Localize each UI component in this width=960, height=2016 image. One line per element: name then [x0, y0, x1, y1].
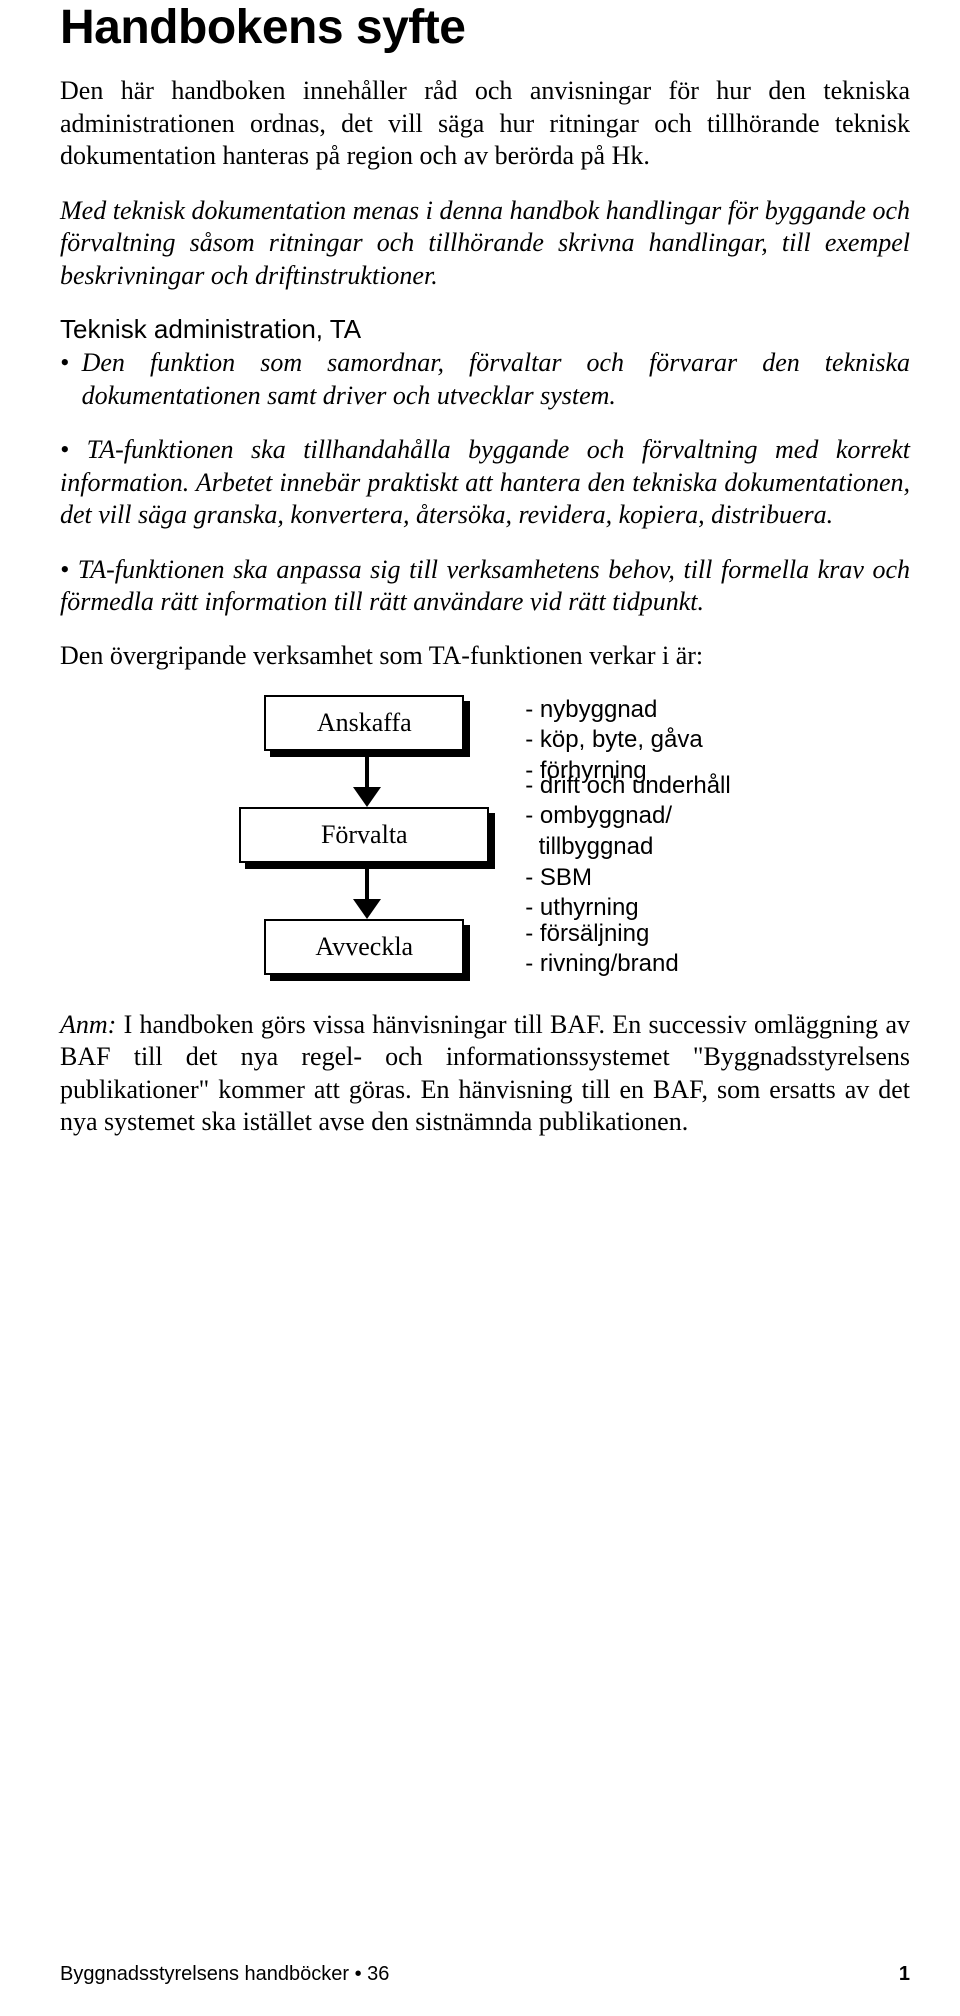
flow-desc-line: - nybyggnad: [525, 695, 730, 726]
footer-page-number: 1: [899, 1963, 910, 1986]
flow-desc-line: tillbyggnad: [525, 832, 730, 863]
subheading-ta: Teknisk administration, TA: [60, 314, 910, 345]
bullet-dot: •: [60, 347, 76, 380]
page-footer: Byggnadsstyrelsens handböcker • 36 1: [60, 1963, 910, 1986]
flow-node-n1: Anskaffa: [264, 695, 470, 757]
overview-line: Den övergripande verksamhet som TA-funkt…: [60, 641, 910, 671]
flowchart-descriptions-column: - nybyggnad- köp, byte, gåva- förhyrning…: [525, 695, 730, 981]
flow-node-box: Anskaffa: [264, 695, 464, 751]
flow-arrow: [353, 869, 381, 919]
page-title: Handbokens syfte: [60, 0, 910, 55]
flow-desc-line: - SBM: [525, 863, 730, 894]
bullet-1-text: Den funktion som samordnar, förvaltar oc…: [82, 347, 910, 412]
paragraph-definition: Med teknisk dokumentation menas i denna …: [60, 195, 910, 293]
footer-series: Byggnadsstyrelsens handböcker • 36: [60, 1963, 389, 1986]
flow-node-n2: Förvalta: [239, 807, 495, 869]
paragraph-intro: Den här handboken innehåller råd och anv…: [60, 75, 910, 173]
flow-desc-line: - köp, byte, gåva: [525, 725, 730, 756]
anm-label: Anm:: [60, 1010, 116, 1039]
flow-node-box: Avveckla: [264, 919, 464, 975]
bullet-2: • TA-funktionen ska tillhandahålla bygga…: [60, 434, 910, 532]
bullet-3-text: TA-funktionen ska anpassa sig till verks…: [60, 555, 910, 617]
anm-paragraph: Anm: I handboken görs vissa hänvisningar…: [60, 1009, 910, 1139]
flow-desc-n1: - nybyggnad- köp, byte, gåva- förhyrning: [525, 695, 730, 767]
bullet-3: • TA-funktionen ska anpassa sig till ver…: [60, 554, 910, 619]
flow-desc-line: - ombyggnad/: [525, 801, 730, 832]
flow-desc-line: - rivning/brand: [525, 949, 730, 980]
anm-text: I handboken görs vissa hänvisningar till…: [60, 1010, 910, 1137]
bullet-1: • Den funktion som samordnar, förvaltar …: [60, 347, 910, 412]
flow-desc-line: - drift och underhåll: [525, 771, 730, 802]
flow-desc-n3: - försäljning- rivning/brand: [525, 913, 730, 980]
flow-node-box: Förvalta: [239, 807, 489, 863]
flowchart-nodes-column: Anskaffa Förvalta Avveckla: [239, 695, 495, 981]
bullet-2-text: TA-funktionen ska tillhandahålla byggand…: [60, 435, 910, 529]
flowchart: Anskaffa Förvalta Avveckla - nybyggnad- kö…: [60, 695, 910, 981]
flow-desc-line: - försäljning: [525, 919, 730, 950]
flow-desc-n2: - drift och underhåll- ombyggnad/ tillby…: [525, 767, 730, 913]
flow-node-n3: Avveckla: [264, 919, 470, 981]
flow-arrow: [353, 757, 381, 807]
page: Handbokens syfte Den här handboken inneh…: [0, 0, 960, 2016]
